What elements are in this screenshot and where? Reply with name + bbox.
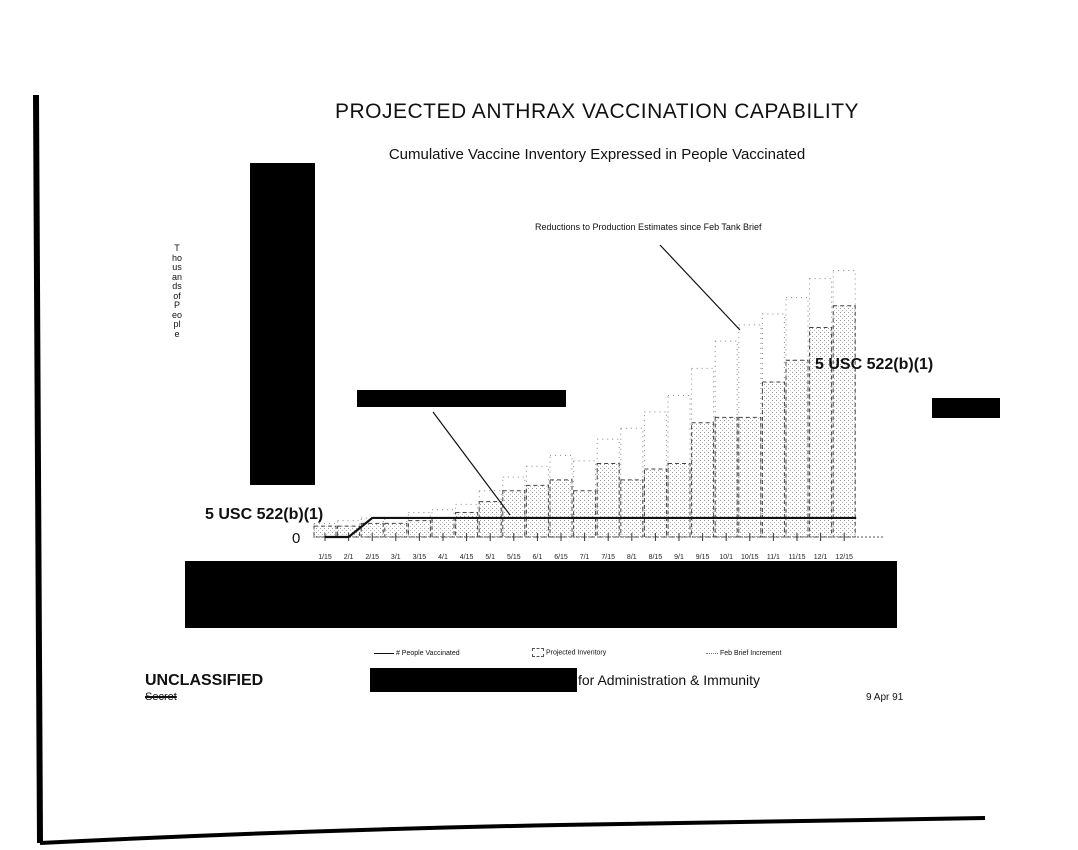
x-tick-label: 7/15 <box>601 554 615 561</box>
legend-label: # People Vaccinated <box>395 650 460 657</box>
projected-inventory-bar <box>549 479 573 538</box>
office-text: for Administration & Immunity <box>578 672 761 688</box>
annotation-text: Reductions to Production Estimates since… <box>535 222 762 232</box>
x-tick-label: 4/1 <box>438 554 448 561</box>
projected-inventory-bar <box>573 490 597 538</box>
projected-inventory-bar <box>643 468 667 538</box>
x-tick-label: 6/15 <box>554 554 568 561</box>
struck-classification: Secret <box>145 691 177 703</box>
annotation-leader-line <box>659 244 741 331</box>
x-tick-label: 5/1 <box>485 554 495 561</box>
projected-inventory-bar <box>691 422 715 538</box>
x-tick-label: 7/1 <box>580 554 590 561</box>
feb-brief-bar <box>761 313 785 538</box>
document-date: 9 Apr 91 <box>866 692 904 703</box>
feb-brief-bar <box>313 522 337 538</box>
feb-brief-bar <box>643 411 667 538</box>
projected-inventory-bar <box>596 463 620 538</box>
chart-subtitle: Cumulative Vaccine Inventory Expressed i… <box>388 146 806 163</box>
x-tick-label: 1/15 <box>318 554 332 561</box>
projected-inventory-bar <box>360 522 384 538</box>
x-tick-label: 6/1 <box>533 554 543 561</box>
x-tick-label: 9/15 <box>696 554 710 561</box>
y-axis-label: Thousands of People <box>172 243 183 339</box>
dashed-box-swatch-icon <box>532 648 544 657</box>
feb-brief-bar <box>549 454 573 538</box>
x-tick-label: 10/1 <box>719 554 733 561</box>
x-tick-label: 10/15 <box>741 554 759 561</box>
feb-brief-bar <box>691 367 715 538</box>
x-tick-label: 9/1 <box>674 554 684 561</box>
dotted-swatch-icon <box>706 652 718 654</box>
legend-item-projected-inventory: Projected Inventory <box>532 648 606 657</box>
projected-inventory-bar <box>809 327 833 538</box>
projected-inventory-bar <box>525 484 549 538</box>
x-tick-label: 4/15 <box>460 554 474 561</box>
x-tick-label: 8/15 <box>649 554 663 561</box>
x-tick-label: 3/1 <box>391 554 401 561</box>
x-tick-label: 8/1 <box>627 554 637 561</box>
redaction-box <box>357 390 566 407</box>
feb-brief-bar <box>785 297 809 538</box>
feb-brief-bar <box>714 340 738 538</box>
exemption-label: 5 USC 522(b)(1) <box>205 506 324 523</box>
annotation-leader-line <box>432 411 511 516</box>
projected-inventory-bar <box>620 479 644 538</box>
projected-inventory-bar <box>832 305 856 538</box>
classification-marking: UNCLASSIFIED <box>145 672 264 689</box>
redaction-box <box>932 398 1000 418</box>
legend-label: Projected Inventory <box>545 649 607 657</box>
feb-brief-bar <box>809 278 833 538</box>
x-tick-label: 3/15 <box>413 554 427 561</box>
people-vaccinated-line <box>325 516 857 539</box>
line-swatch-icon <box>374 652 394 654</box>
legend-item-feb-brief-increment: Feb Brief Increment <box>706 650 781 657</box>
projected-inventory-bar <box>502 490 526 538</box>
x-tick-label: 2/1 <box>344 554 354 561</box>
x-tick-label: 12/15 <box>835 554 853 561</box>
redaction-box <box>185 561 897 628</box>
projected-inventory-bar <box>714 416 738 538</box>
y-tick-label: 0 <box>292 530 301 547</box>
legend-item-people-vaccinated: # People Vaccinated <box>374 650 460 657</box>
redaction-box <box>250 163 315 485</box>
redaction-box <box>370 668 577 692</box>
projected-inventory-bar <box>761 381 785 538</box>
projected-inventory-bar <box>667 463 691 538</box>
x-tick-label: 12/1 <box>814 554 828 561</box>
projected-inventory-bar <box>478 501 502 538</box>
x-tick-label: 11/15 <box>789 554 806 561</box>
x-tick-label: 5/15 <box>507 554 521 561</box>
projected-inventory-bar <box>785 359 809 538</box>
x-tick-label: 2/15 <box>365 554 379 561</box>
x-tick-label: 11/1 <box>767 554 780 561</box>
feb-brief-bar <box>620 427 644 538</box>
chart-title: PROJECTED ANTHRAX VACCINATION CAPABILITY <box>334 100 860 123</box>
feb-brief-bar <box>502 476 526 538</box>
exemption-label: 5 USC 522(b)(1) <box>815 356 934 373</box>
projected-inventory-bar <box>384 522 408 538</box>
projected-inventory-bar <box>738 416 762 538</box>
legend-label: Feb Brief Increment <box>719 650 782 657</box>
feb-brief-bar <box>667 395 691 538</box>
